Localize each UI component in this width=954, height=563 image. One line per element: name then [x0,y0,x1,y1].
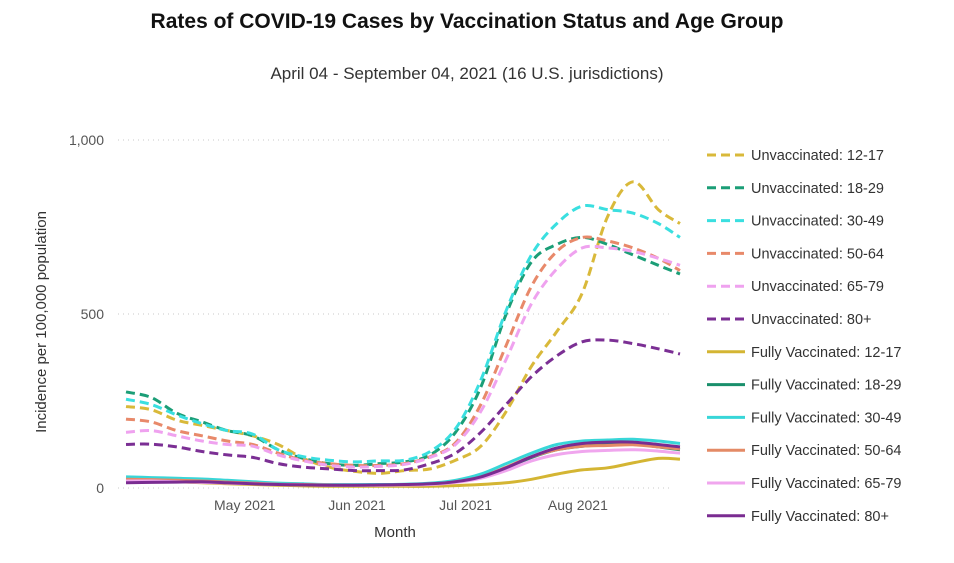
legend-label: Fully Vaccinated: 80+ [751,509,889,525]
x-tick-label: May 2021 [214,497,276,513]
legend-label: Unvaccinated: 65-79 [751,279,884,295]
x-tick-label: Jul 2021 [439,497,492,513]
series-line-unvaccinated-18-29 [125,235,681,467]
y-axis-ticks: 0 500 1,000 [69,132,104,496]
legend-item-unvaccinated-80[interactable]: Unvaccinated: 80+ [707,312,872,328]
y-axis-label: Incidence per 100,000 population [33,211,50,433]
legend-item-unvaccinated-18-29[interactable]: Unvaccinated: 18-29 [707,181,884,197]
series-line-unvaccinated-30-49 [125,204,681,464]
legend-label: Fully Vaccinated: 12-17 [751,345,901,361]
legend-label: Fully Vaccinated: 30-49 [751,410,901,426]
legend-label: Unvaccinated: 80+ [751,312,872,328]
series-line-unvaccinated-12-17 [125,180,681,475]
x-tick-label: Aug 2021 [548,497,608,513]
x-tick-label: Jun 2021 [328,497,386,513]
legend-item-fully-vaccinated-30-49[interactable]: Fully Vaccinated: 30-49 [707,410,901,426]
legend-item-unvaccinated-12-17[interactable]: Unvaccinated: 12-17 [707,148,884,164]
legend-item-unvaccinated-65-79[interactable]: Unvaccinated: 65-79 [707,279,884,295]
series-lines [125,180,681,488]
y-tick-label: 500 [81,306,105,322]
chart-subtitle: April 04 - September 04, 2021 (16 U.S. j… [270,64,664,83]
legend-label: Unvaccinated: 50-64 [751,246,884,262]
legend-item-fully-vaccinated-65-79[interactable]: Fully Vaccinated: 65-79 [707,476,901,492]
series-line-unvaccinated-80 [125,338,681,473]
legend-label: Fully Vaccinated: 50-64 [751,443,901,459]
legend: Unvaccinated: 12-17 Unvaccinated: 18-29 Un… [707,148,901,525]
legend-label: Unvaccinated: 12-17 [751,148,884,164]
legend-item-fully-vaccinated-18-29[interactable]: Fully Vaccinated: 18-29 [707,378,901,394]
x-axis-label: Month [374,524,416,541]
legend-item-unvaccinated-50-64[interactable]: Unvaccinated: 50-64 [707,246,884,262]
chart-title: Rates of COVID-19 Cases by Vaccination S… [150,10,784,33]
y-tick-label: 0 [96,480,104,496]
series-line-unvaccinated-50-64 [125,235,681,468]
series-line-unvaccinated-65-79 [125,244,681,469]
legend-item-fully-vaccinated-12-17[interactable]: Fully Vaccinated: 12-17 [707,345,901,361]
legend-label: Fully Vaccinated: 18-29 [751,378,901,394]
legend-label: Fully Vaccinated: 65-79 [751,476,901,492]
legend-label: Unvaccinated: 18-29 [751,181,884,197]
y-tick-label: 1,000 [69,132,104,148]
legend-item-fully-vaccinated-80[interactable]: Fully Vaccinated: 80+ [707,509,889,525]
x-axis-ticks: May 2021 Jun 2021 Jul 2021 Aug 2021 [214,497,608,513]
legend-label: Unvaccinated: 30-49 [751,214,884,230]
series-line-fully-vaccinated-80 [125,440,681,487]
legend-item-unvaccinated-30-49[interactable]: Unvaccinated: 30-49 [707,214,884,230]
legend-item-fully-vaccinated-50-64[interactable]: Fully Vaccinated: 50-64 [707,443,901,459]
